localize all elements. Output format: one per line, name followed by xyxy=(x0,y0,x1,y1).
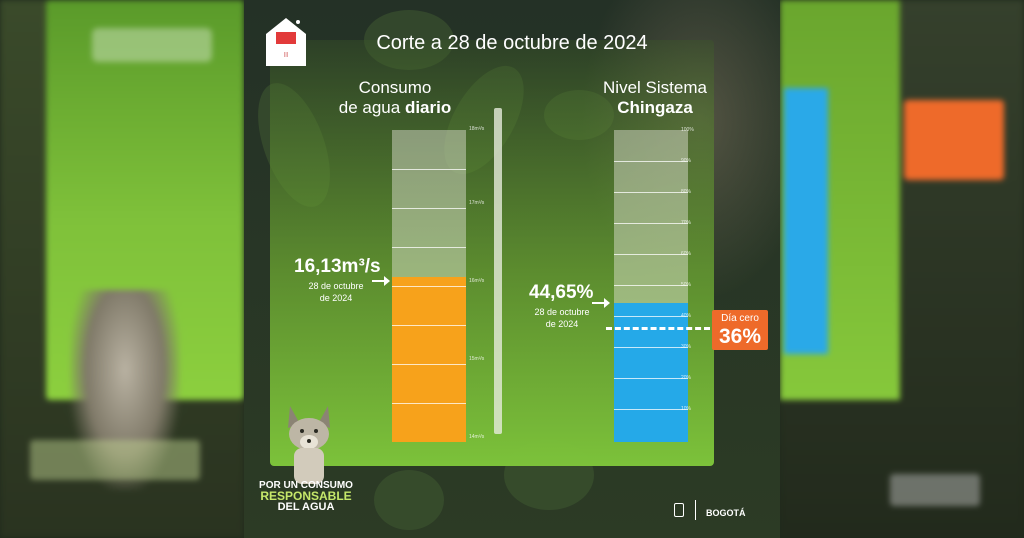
consumo-tick: 16m³/s xyxy=(469,278,485,284)
page-title: Corte a 28 de octubre de 2024 xyxy=(376,32,648,54)
consumo-level-tube xyxy=(392,130,466,442)
logo-separator xyxy=(695,500,696,520)
chingaza-tick: 90% xyxy=(681,158,692,164)
consumo-tick: 14m³/s xyxy=(469,434,485,440)
chingaza-title: Nivel Sistema Chingaza xyxy=(603,78,707,117)
chingaza-tick: 70% xyxy=(681,220,692,226)
svg-text:|||: ||| xyxy=(284,52,288,58)
chingaza-arrow xyxy=(592,298,610,308)
slogan: POR UN CONSUMO RESPONSABLE DEL AGUA xyxy=(259,480,353,513)
consumo-level-fill xyxy=(392,277,466,442)
bogota-logo: BOGOTÁ xyxy=(706,508,746,518)
consumo-arrow xyxy=(372,276,390,286)
dia-cero-badge: Día cero 36% xyxy=(712,310,768,350)
fox-illustration xyxy=(288,406,330,484)
chingaza-tick: 60% xyxy=(681,251,692,257)
infographic-card: ||| Corte a 28 de octubre de 2024 Consum… xyxy=(244,0,780,538)
dia-cero-line xyxy=(606,327,710,330)
chingaza-tick: 30% xyxy=(681,344,692,350)
chingaza-tick: 10% xyxy=(681,406,692,412)
consumo-tick: 17m³/s xyxy=(469,200,485,206)
chingaza-value: 44,65% xyxy=(529,282,594,303)
chingaza-level-tube xyxy=(614,130,688,442)
chingaza-level-fill xyxy=(614,303,688,442)
consumo-value: 16,13m³/s xyxy=(294,256,381,277)
consumo-date: 28 de octubre de 2024 xyxy=(308,281,364,303)
blurred-background-right xyxy=(780,0,1024,538)
consumo-tick: 18m³/s xyxy=(469,126,485,132)
city-shield-logo xyxy=(674,503,684,517)
column-divider xyxy=(494,108,502,434)
chingaza-tick: 100% xyxy=(681,127,694,133)
chingaza-tick: 20% xyxy=(681,375,692,381)
consumo-tick: 15m³/s xyxy=(469,356,485,362)
chingaza-tick: 80% xyxy=(681,189,692,195)
chingaza-tick: 50% xyxy=(681,282,692,288)
chingaza-tick: 40% xyxy=(681,313,692,319)
blurred-background-left xyxy=(0,0,244,538)
house-logo: ||| xyxy=(266,18,306,66)
chingaza-date: 28 de octubre de 2024 xyxy=(534,307,590,329)
consumo-title: Consumo de agua diario xyxy=(338,78,452,117)
